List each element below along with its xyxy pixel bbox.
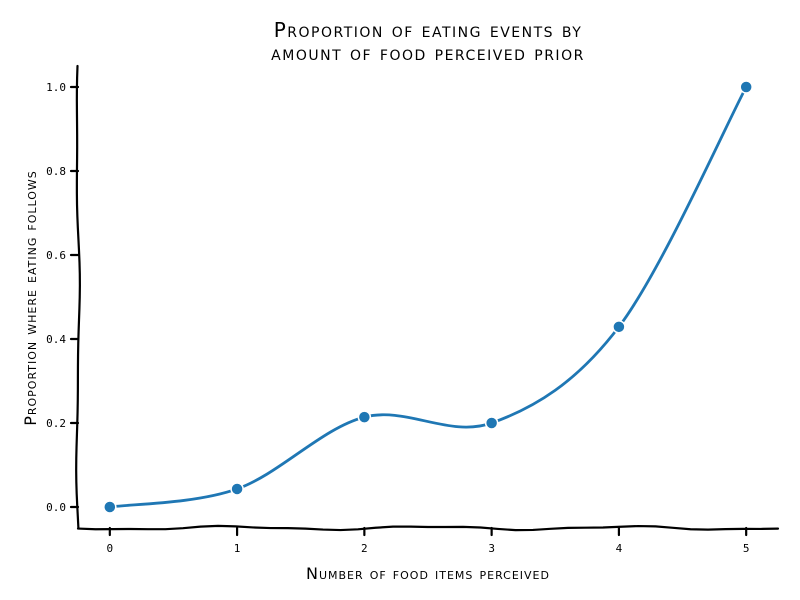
data-series xyxy=(103,80,753,514)
x-tick-label: 4 xyxy=(616,542,623,555)
y-tick-label: 1.0 xyxy=(46,81,66,94)
x-tick-label: 3 xyxy=(488,542,495,555)
data-point xyxy=(612,320,626,334)
y-tick-label: 0.6 xyxy=(46,249,66,262)
data-point xyxy=(484,416,499,430)
x-tick-label: 1 xyxy=(234,542,241,555)
chart-title-line-1: Proportion of eating events by xyxy=(274,18,583,42)
x-tick-label: 0 xyxy=(107,542,114,555)
x-axis-ticks: 0 1 2 3 4 5 xyxy=(107,526,750,555)
y-tick-label: 0.2 xyxy=(46,417,66,430)
chart-title: Proportion of eating events by amount of… xyxy=(271,18,585,65)
data-point xyxy=(230,482,244,496)
x-axis-line xyxy=(76,524,780,532)
chart-title-line-2: amount of food perceived prior xyxy=(271,41,585,65)
x-axis-label: Number of food items perceived xyxy=(306,564,550,583)
y-tick-label: 0.8 xyxy=(46,165,66,178)
y-tick-label: 0.0 xyxy=(46,501,66,514)
y-axis-label: Proportion where eating follows xyxy=(21,170,40,426)
x-tick-label: 5 xyxy=(743,542,750,555)
y-axis-ticks: 0.0 0.2 0.4 0.6 0.8 1.0 xyxy=(46,81,80,514)
y-axis-line xyxy=(75,64,81,530)
x-tick-label: 2 xyxy=(361,542,368,555)
data-point xyxy=(357,410,372,424)
data-point xyxy=(739,80,753,94)
data-point xyxy=(103,500,117,514)
axes xyxy=(75,64,780,532)
y-tick-label: 0.4 xyxy=(46,333,66,346)
series-line xyxy=(108,85,748,509)
